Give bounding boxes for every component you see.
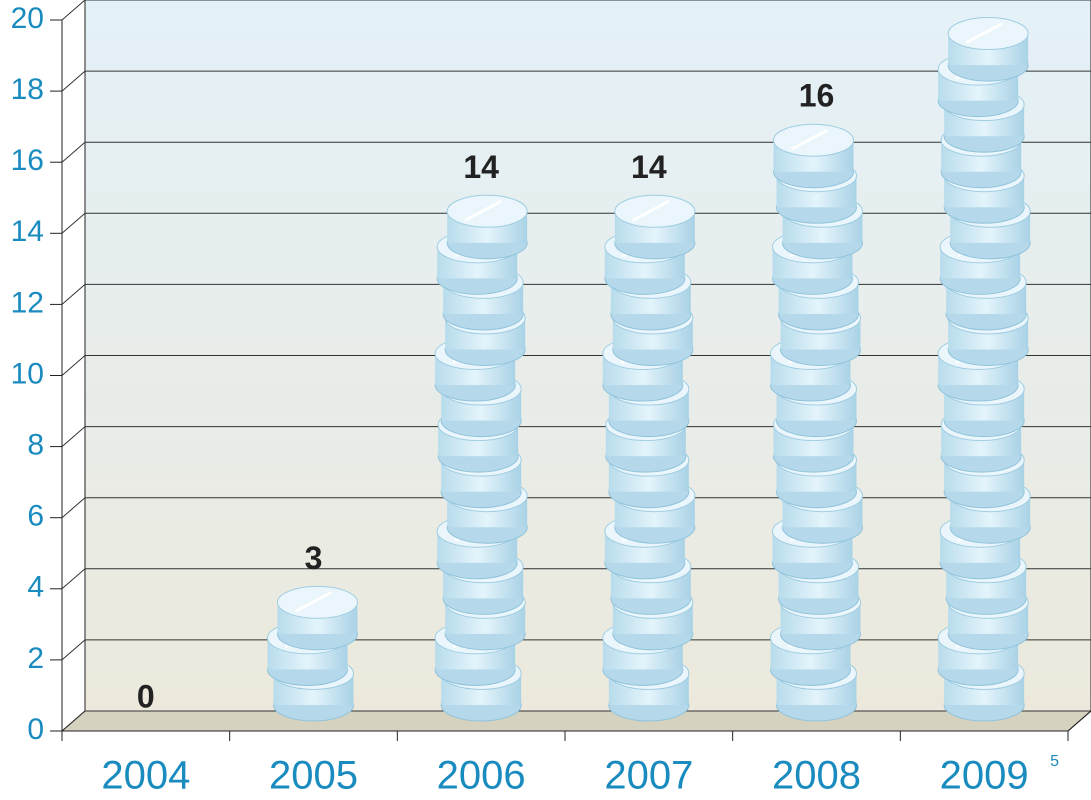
chart: 0 2 4 6 8 10 12 14 16 18 20 2004 0 2005 3 2006 14 2007 14 2… <box>0 0 1091 800</box>
grid-diagonal <box>62 356 85 376</box>
y-tick-label: 2 <box>27 642 44 675</box>
y-tick-label: 4 <box>27 571 44 604</box>
grid-diagonal <box>62 0 85 20</box>
y-tick-label: 6 <box>27 500 44 533</box>
x-tick-label: 2007 <box>604 754 693 798</box>
grid-diagonal <box>62 569 85 589</box>
x-tick-label: 2009 <box>940 754 1029 798</box>
value-label: 16 <box>799 78 835 114</box>
y-tick-label: 0 <box>27 713 44 746</box>
y-tick-label: 14 <box>11 215 44 248</box>
grid-diagonal <box>62 71 85 91</box>
grid-diagonal <box>62 213 85 233</box>
y-tick-label: 18 <box>11 73 44 106</box>
grid-diagonal <box>62 640 85 660</box>
pill-top <box>774 124 854 156</box>
floor <box>62 711 1091 731</box>
grid-diagonal <box>62 498 85 518</box>
x-tick-label: 2008 <box>772 754 861 798</box>
pill-stack <box>771 124 863 721</box>
y-tick-label: 12 <box>11 286 44 319</box>
y-tick-label: 16 <box>11 144 44 177</box>
x-tick-label: 2004 <box>101 754 190 798</box>
y-tick-label: 10 <box>11 357 44 390</box>
x-tick-label: 2006 <box>437 754 526 798</box>
pill-stack <box>938 18 1030 721</box>
value-label: 14 <box>631 149 667 185</box>
pill-top <box>948 18 1028 50</box>
pill-top <box>615 195 695 227</box>
value-label: 14 <box>463 149 499 185</box>
value-label: 19 <box>966 0 1002 7</box>
grid-diagonal <box>62 284 85 304</box>
pill-top <box>447 195 527 227</box>
y-tick-label: 20 <box>11 2 44 35</box>
value-label: 0 <box>137 678 155 714</box>
pill-stack <box>435 195 527 721</box>
value-label: 3 <box>305 540 323 576</box>
pill-stack <box>603 195 695 721</box>
pill-top <box>278 586 358 618</box>
grid-diagonal <box>62 427 85 447</box>
footnote-marker: 5 <box>1050 753 1059 770</box>
pill-stack <box>268 586 358 721</box>
x-tick-label: 2005 <box>269 754 358 798</box>
y-tick-label: 8 <box>27 429 44 462</box>
grid-diagonal <box>62 142 85 162</box>
